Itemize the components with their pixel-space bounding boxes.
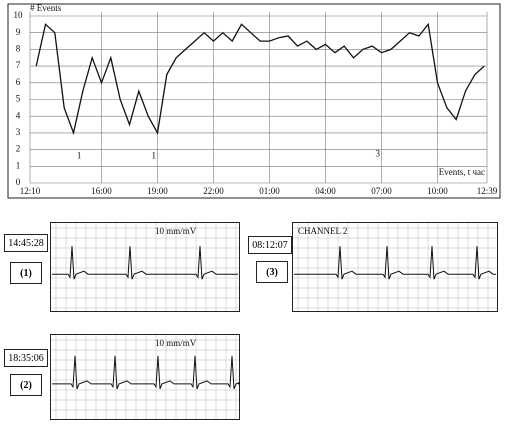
annotation: 3 xyxy=(376,149,381,159)
x-tick-label: 01:00 xyxy=(259,186,280,196)
strip-time: 18:35:06 xyxy=(4,349,48,367)
x-axis-label: Events, t час xyxy=(439,167,485,177)
x-tick-label: 12:39 xyxy=(477,186,498,196)
strip-scale: 10 mm/mV xyxy=(155,338,197,348)
y-tick-label: 1 xyxy=(16,160,21,170)
ecg-strip: CHANNEL 2 xyxy=(292,222,498,312)
ecg-strip: 10 mm/mV xyxy=(50,334,240,420)
ecg-trace xyxy=(52,246,238,280)
y-tick-label: 8 xyxy=(16,43,21,53)
strip-scale: CHANNEL 2 xyxy=(298,226,347,236)
y-tick-label: 4 xyxy=(16,110,21,120)
x-tick-label: 16:00 xyxy=(91,186,112,196)
strip-time: 08:12:07 xyxy=(248,236,292,254)
x-tick-label: 04:00 xyxy=(315,186,336,196)
x-tick-label: 22:00 xyxy=(203,186,224,196)
strip-number: (2) xyxy=(10,374,42,396)
strip-frame xyxy=(50,222,240,312)
x-tick-label: 10:00 xyxy=(427,186,448,196)
x-tick-label: 19:00 xyxy=(147,186,168,196)
data-line xyxy=(35,22,485,136)
ecg-strip: 10 mm/mV xyxy=(50,222,240,312)
y-tick-label: 2 xyxy=(16,144,21,154)
strip-frame xyxy=(50,334,240,420)
trend-chart: # Events Events, t час 0 1 2 3 4 5 6 7 8 9 10 12:10… xyxy=(7,3,501,199)
y-tick-label: 0 xyxy=(16,177,21,187)
strip-number: (1) xyxy=(10,262,42,284)
y-tick-label: 5 xyxy=(16,94,21,104)
x-tick-label: 12:10 xyxy=(20,186,41,196)
y-axis-label: # Events xyxy=(30,3,62,13)
y-tick-label: 7 xyxy=(16,60,21,70)
annotation: 1 xyxy=(77,150,82,160)
annotation: 1 xyxy=(152,150,157,160)
ecg-trace xyxy=(294,246,496,280)
y-tick-label: 9 xyxy=(16,27,21,37)
strip-number: (3) xyxy=(256,261,288,283)
chart-frame xyxy=(7,3,501,199)
y-tick-label: 10 xyxy=(14,10,24,20)
ecg-trace xyxy=(52,355,240,390)
strip-frame xyxy=(292,222,498,312)
strip-time: 14:45:28 xyxy=(4,234,48,252)
x-tick-label: 07:00 xyxy=(371,186,392,196)
strip-scale: 10 mm/mV xyxy=(155,226,197,236)
y-tick-label: 3 xyxy=(16,127,21,137)
y-tick-label: 6 xyxy=(16,77,21,87)
